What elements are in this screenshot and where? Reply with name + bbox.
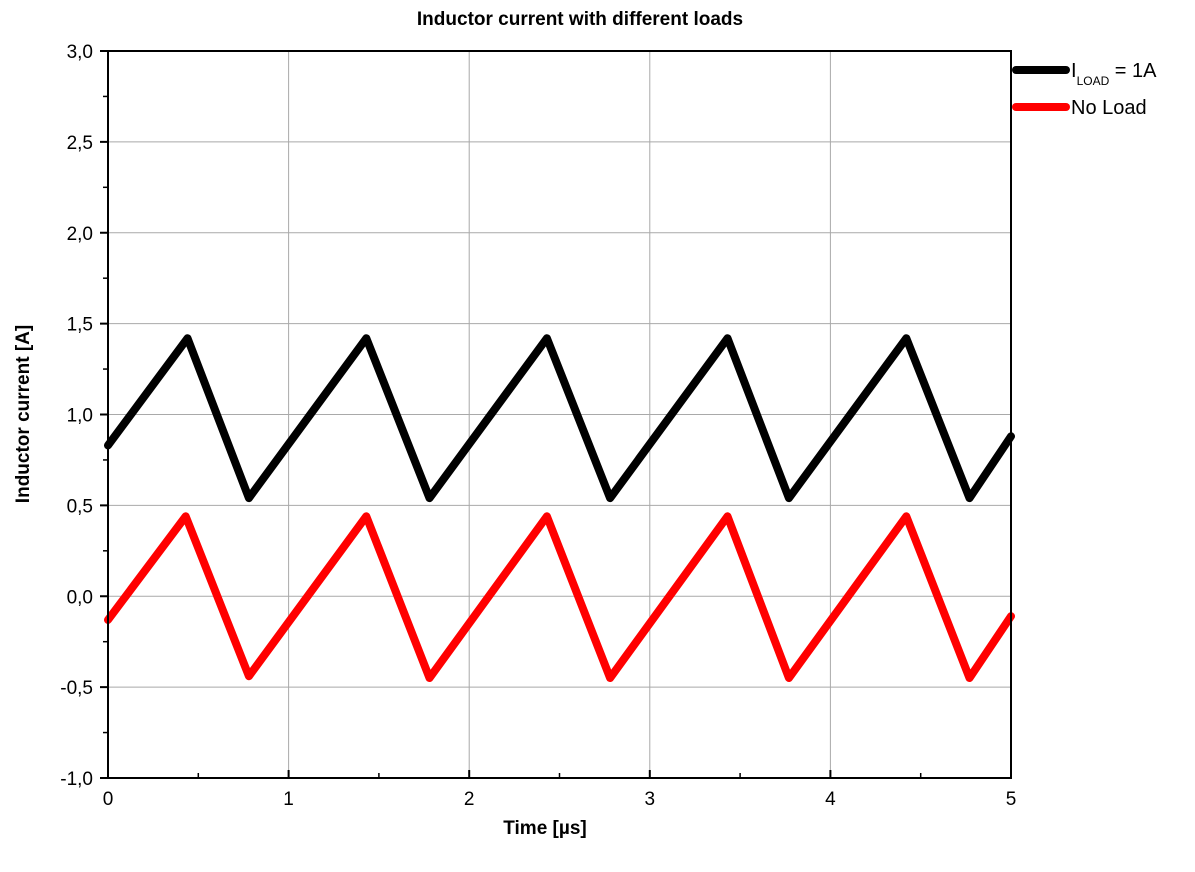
series-lines	[104, 334, 1015, 682]
y-axis-title: Inductor current [A]	[13, 325, 34, 503]
legend-label-noload: No Load	[1071, 97, 1147, 119]
y-tick-label: 0,0	[67, 587, 93, 608]
y-tick-label: 2,5	[67, 133, 93, 154]
x-tick-label: 4	[825, 789, 836, 810]
legend-label-load: ILOAD = 1A	[1071, 60, 1157, 88]
y-tick-label: -0,5	[60, 678, 93, 699]
x-tick-label: 3	[645, 789, 656, 810]
x-tick-label: 0	[103, 789, 114, 810]
y-tick-label: 0,5	[67, 496, 93, 517]
series-line-load	[104, 334, 1015, 503]
x-axis-title: Time [µs]	[503, 818, 586, 839]
y-tick-label: 2,0	[67, 224, 93, 245]
series-line-noload	[104, 512, 1015, 682]
legend-load-main: I	[1071, 60, 1077, 82]
x-tick-label: 5	[1006, 789, 1017, 810]
axis-ticks: 0 1 2 3 4 5 3,0 2,5 2,0 1,5 1,0 0,5 0,0 -0,5 -1,0	[60, 42, 1016, 810]
grid	[108, 51, 1011, 778]
x-tick-label: 2	[464, 789, 475, 810]
y-tick-label: -1,0	[60, 769, 93, 790]
legend-load-tail: = 1A	[1109, 60, 1157, 82]
legend: ILOAD = 1A No Load	[1012, 60, 1157, 119]
x-tick-label: 1	[283, 789, 294, 810]
y-tick-label: 3,0	[67, 42, 93, 63]
y-tick-label: 1,0	[67, 406, 93, 427]
y-tick-label: 1,5	[67, 315, 93, 336]
legend-load-sub: LOAD	[1077, 74, 1110, 88]
chart-title: Inductor current with different loads	[417, 9, 743, 30]
